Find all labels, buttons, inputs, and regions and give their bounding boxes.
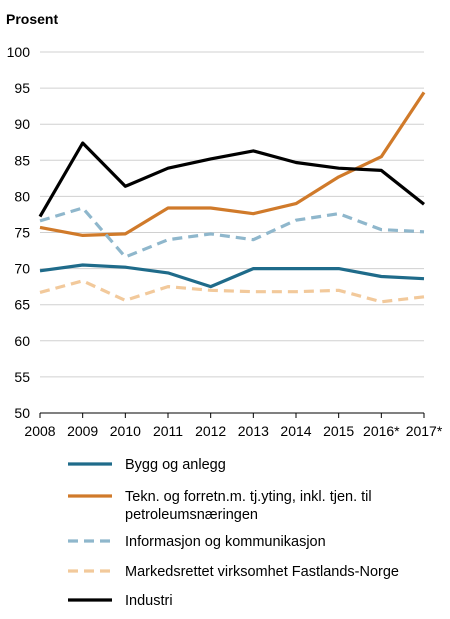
x-tick-label: 2017* — [406, 423, 443, 439]
x-tick-labels: 2008 2009 2010 2011 2012 2013 2014 2015 2016* 201… — [24, 413, 443, 439]
grid — [40, 51, 424, 378]
y-tick-label: 80 — [14, 188, 30, 204]
series-line-industri — [38, 141, 425, 218]
legend-label: Informasjon og kommunikasjon — [125, 534, 326, 550]
y-tick-label: 75 — [14, 225, 30, 241]
x-tick-label: 2016* — [363, 423, 400, 439]
series-line-bygg-og-anlegg — [39, 263, 425, 289]
y-tick-label: 90 — [14, 116, 30, 132]
series-line-markedsrettet-virksomhet-fastl — [39, 279, 425, 304]
legend-label: Markedsrettet virksomhet Fastlands-Norge — [125, 564, 399, 580]
y-tick-label: 60 — [14, 333, 30, 349]
x-tick-label: 2008 — [24, 423, 55, 439]
x-tick-label: 2011 — [153, 423, 183, 439]
y-tick-label: 55 — [14, 369, 30, 385]
x-tick-label: 2010 — [110, 423, 141, 439]
series-line-informasjon-og-kommunikasjon — [39, 206, 425, 259]
y-axis-label: Prosent — [6, 11, 58, 27]
y-tick-label: 70 — [14, 261, 30, 277]
y-tick-labels: 50 55 60 65 70 75 80 85 90 95 100 — [7, 44, 31, 421]
legend-label: Tekn. og forretn.m. tj.yting, inkl. tjen… — [125, 489, 372, 523]
y-tick-label: 85 — [14, 152, 30, 168]
series-line-tekn-og-forretn-m-tj-yting-ink — [39, 91, 426, 237]
legend: Bygg og anlegg Tekn. og forretn.m. tj.yti… — [68, 457, 399, 609]
x-tick-label: 2014 — [280, 423, 311, 439]
series-lines — [38, 91, 426, 304]
x-tick-label: 2009 — [67, 423, 98, 439]
y-tick-label: 50 — [14, 405, 30, 421]
legend-label: Bygg og anlegg — [125, 457, 226, 473]
x-tick-label: 2012 — [195, 423, 226, 439]
y-tick-label: 100 — [7, 44, 31, 60]
x-tick-label: 2013 — [238, 423, 269, 439]
legend-label: Industri — [125, 593, 173, 609]
y-tick-label: 95 — [14, 80, 30, 96]
y-tick-label: 65 — [14, 297, 30, 313]
x-tick-label: 2015 — [323, 423, 354, 439]
